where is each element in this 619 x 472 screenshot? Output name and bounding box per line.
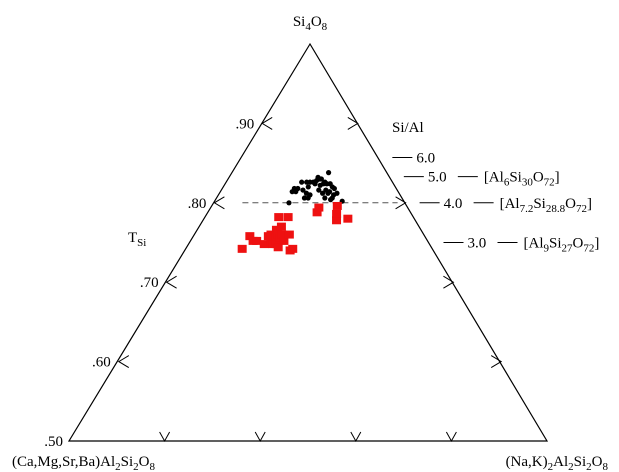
data-point (274, 213, 284, 222)
data-point (273, 243, 283, 252)
data-point (259, 240, 269, 249)
data-point (334, 190, 340, 196)
data-point (326, 189, 333, 195)
data-point (312, 208, 322, 217)
right-edge-tick (395, 196, 407, 210)
data-point (314, 203, 324, 212)
tsi-axis-label: TSi (128, 230, 146, 249)
data-point (322, 195, 328, 201)
left-edge-tick (261, 116, 273, 130)
formula-label: [Al7.2Si28.8O72] (500, 196, 592, 215)
right-edge-tick (347, 116, 359, 130)
data-point (283, 213, 293, 222)
triangle-outline (67, 42, 549, 442)
data-point (277, 230, 287, 239)
left-edge-tick (213, 196, 225, 210)
formula-label: [Al6Si30O72] (484, 170, 560, 189)
tsi-tick-label: .80 (188, 196, 207, 212)
data-point (252, 236, 262, 245)
data-point (331, 185, 337, 192)
tsi-tick-label: .70 (140, 275, 159, 291)
base-edge-tick (254, 431, 266, 443)
data-point (332, 201, 342, 210)
formula-label: [Al9Si27O72] (524, 236, 600, 255)
data-point (266, 230, 276, 239)
data-point (307, 192, 313, 198)
data-point (271, 225, 281, 234)
tsi-tick-labels: .90 .80 .70 .60 .50 (44, 116, 254, 450)
data-point (305, 184, 311, 190)
si-al-tick-label: 3.0 (468, 236, 487, 252)
data-point (332, 209, 342, 218)
data-points (237, 170, 353, 255)
tsi-tick-label: .50 (44, 434, 63, 450)
data-point (284, 230, 294, 239)
right-edge-tick (490, 355, 503, 369)
tsi-tick-label: .60 (92, 355, 111, 371)
si-al-scale: 6.0 5.0 [Al6Si30O72] 4.0 [Al7.2Si28.8O72] 3.0… (392, 151, 599, 255)
data-point (343, 214, 353, 223)
data-point (319, 190, 326, 196)
data-point (279, 236, 289, 245)
si-al-tick-label: 4.0 (444, 196, 463, 212)
data-point (286, 200, 292, 206)
data-point (325, 170, 332, 176)
data-point (300, 187, 306, 193)
data-point (318, 176, 324, 182)
data-point (276, 222, 286, 231)
si-al-tick-label: 6.0 (416, 151, 435, 167)
data-point (316, 187, 322, 193)
data-point (299, 179, 305, 185)
data-point (332, 216, 342, 225)
left-edge-tick (117, 355, 130, 369)
base-edge-tick (159, 431, 171, 443)
edge-ticks (117, 116, 503, 443)
right-vertex-label: (Na,K)2Al2Si2O8 (506, 454, 609, 472)
top-vertex-label: Si4O8 (293, 14, 328, 33)
base-edge-tick (350, 431, 362, 443)
left-edge-tick (165, 275, 177, 289)
si-al-tick-label: 5.0 (428, 170, 447, 186)
data-point (245, 232, 255, 241)
data-point (301, 195, 308, 201)
data-point (288, 244, 298, 253)
si-al-title: Si/Al (392, 120, 424, 136)
tsi-tick-label: .90 (235, 116, 254, 132)
ternary-frame (67, 42, 549, 442)
data-point (295, 185, 301, 192)
right-edge-tick (443, 275, 455, 289)
data-point (237, 244, 247, 253)
base-edge-tick (445, 431, 457, 443)
left-vertex-label: (Ca,Mg,Sr,Ba)Al2Si2O8 (12, 454, 156, 472)
